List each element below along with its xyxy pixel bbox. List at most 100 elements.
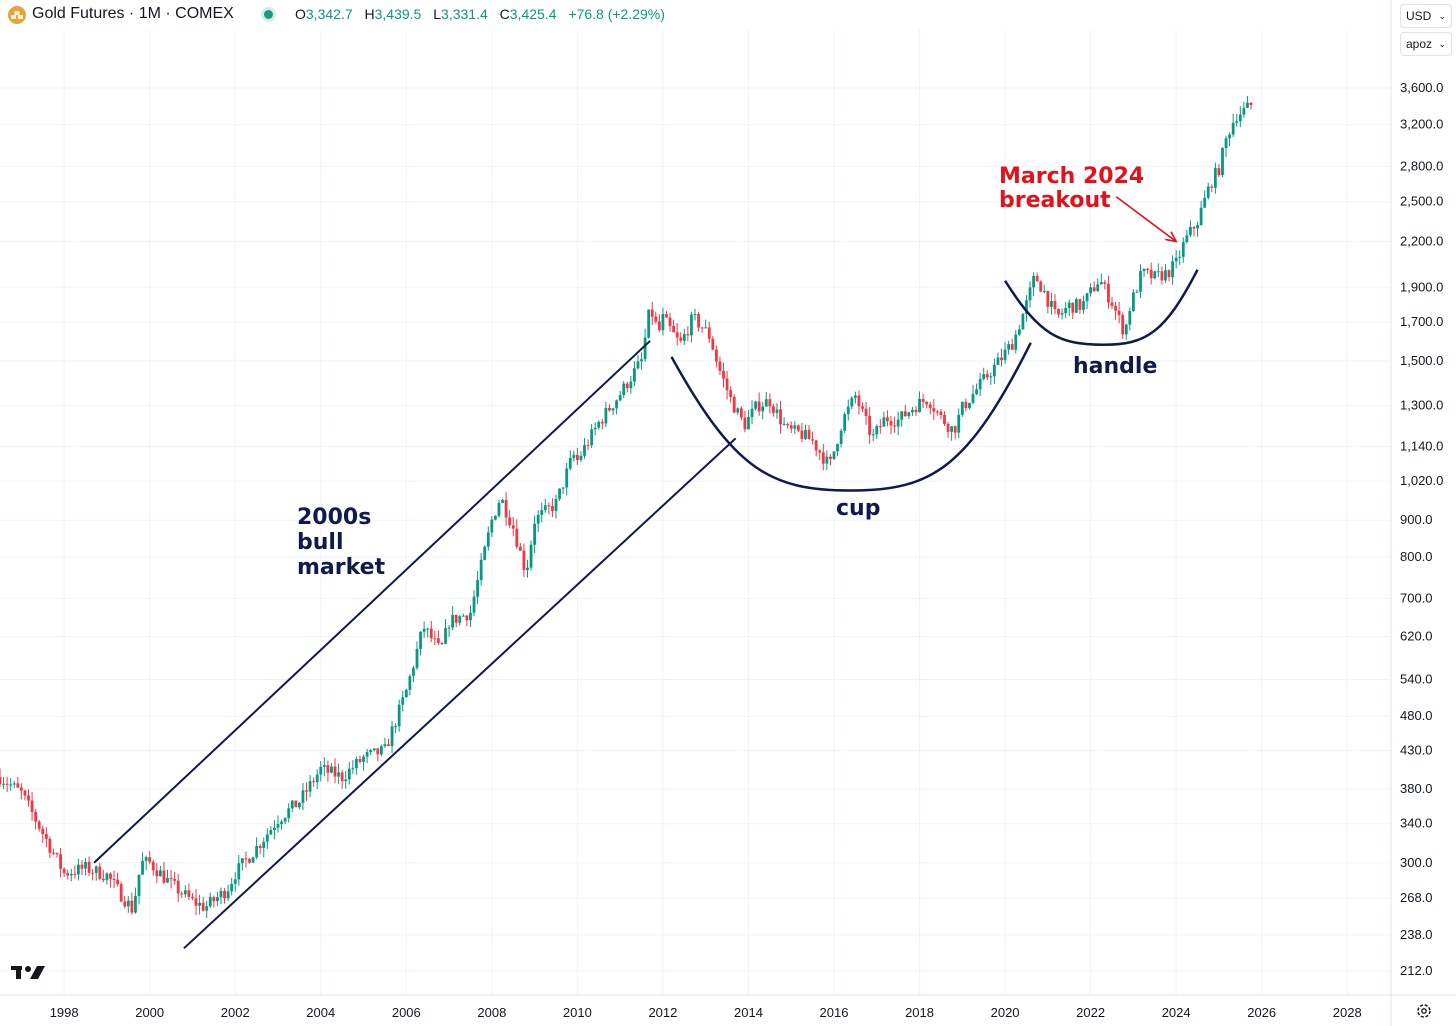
- candle-body: [722, 370, 725, 379]
- candle-body: [134, 895, 137, 913]
- y-tick-label: 1,140.0: [1400, 439, 1443, 454]
- candle-body: [572, 454, 576, 458]
- candle-body: [533, 523, 537, 545]
- candle-body: [1224, 138, 1228, 149]
- candle-body: [1185, 235, 1189, 243]
- channel-lower-trendline[interactable]: [183, 437, 737, 950]
- candle-body: [87, 861, 91, 873]
- handle-arc[interactable]: [1004, 269, 1199, 347]
- candle-body: [390, 726, 394, 747]
- candle-body: [690, 314, 693, 336]
- bull-market-label: 2000s bull market: [297, 505, 386, 580]
- candle-body: [739, 408, 743, 418]
- candle-body: [1007, 344, 1011, 350]
- candle-body: [1181, 242, 1185, 257]
- breakout-arrow[interactable]: [1115, 196, 1177, 243]
- candle-body: [960, 401, 964, 415]
- x-tick-label: 2024: [1162, 1005, 1191, 1020]
- candle-body: [297, 802, 301, 808]
- candle-body: [1010, 344, 1014, 350]
- candle-body: [30, 800, 34, 813]
- candle-body: [1231, 122, 1235, 135]
- y-tick-label: 300.0: [1400, 855, 1433, 870]
- candle-body: [219, 890, 223, 898]
- candle-body: [98, 866, 102, 879]
- candle-body: [1124, 324, 1128, 335]
- candle-body: [433, 638, 437, 640]
- candle-body: [201, 902, 205, 911]
- candle-body: [19, 787, 23, 791]
- candle-body: [615, 400, 618, 409]
- x-tick-label: 2012: [648, 1005, 677, 1020]
- currency-selector[interactable]: USD ⌄: [1400, 4, 1452, 28]
- candle-body: [914, 409, 918, 413]
- y-tick-label: 800.0: [1400, 549, 1433, 564]
- candle-body: [223, 890, 226, 899]
- channel-upper-trendline[interactable]: [93, 340, 651, 864]
- candle-body: [1146, 268, 1150, 270]
- candle-body: [16, 783, 20, 788]
- tradingview-logo[interactable]: [11, 966, 45, 979]
- cup-arc[interactable]: [670, 342, 1032, 492]
- y-tick-label: 2,800.0: [1400, 158, 1443, 173]
- candle-body: [494, 515, 497, 520]
- candle-body: [1131, 292, 1135, 311]
- candle-body: [109, 873, 112, 879]
- candle-body: [1092, 287, 1096, 292]
- candle-body: [52, 852, 55, 854]
- candle-body: [1035, 276, 1039, 282]
- breakout-arrowhead: [1165, 231, 1178, 243]
- candle-body: [155, 870, 159, 877]
- candle-body: [1042, 291, 1046, 293]
- candle-body: [786, 423, 790, 426]
- candle-body: [868, 415, 872, 436]
- candle-body: [889, 421, 893, 426]
- candle-body: [583, 445, 586, 456]
- settings-gear-icon[interactable]: [1417, 1004, 1431, 1018]
- candle-body: [672, 326, 676, 333]
- candle-body: [344, 779, 348, 782]
- candle-body: [1014, 334, 1018, 350]
- candle-body: [27, 795, 30, 801]
- candle-body: [237, 863, 241, 880]
- candle-body: [458, 616, 462, 623]
- candle-body: [540, 510, 544, 515]
- candle-body: [825, 456, 829, 464]
- candle-body: [853, 395, 857, 398]
- price-axis[interactable]: 3,600.0 3,200.0 2,800.0 2,500.0 2,200.0 1,900…: [1390, 0, 1443, 1026]
- candle-body: [725, 378, 729, 391]
- candle-body: [1064, 307, 1068, 314]
- symbol-title[interactable]: Gold Futures · 1M · COMEX: [32, 5, 234, 22]
- candle-body: [729, 390, 733, 397]
- candle-body: [101, 878, 105, 881]
- candle-body: [600, 421, 604, 424]
- y-tick-label: 540.0: [1400, 671, 1433, 686]
- candle-body: [187, 890, 191, 897]
- bull-market-line-1: 2000s: [297, 505, 371, 530]
- candle-body: [1203, 197, 1207, 208]
- candle-body: [793, 425, 797, 429]
- candle-body: [1139, 271, 1142, 292]
- x-tick-label: 2028: [1333, 1005, 1362, 1020]
- ohlc-low: L3,331.4: [433, 6, 488, 22]
- candle-body: [943, 414, 946, 425]
- ohlc-change: +76.8 (+2.29%): [568, 6, 665, 22]
- candle-body: [1217, 168, 1221, 176]
- candle-body: [216, 897, 219, 902]
- chart-header: Gold Futures · 1M · COMEX O3,342.7 H3,43…: [0, 0, 1390, 30]
- unit-selector[interactable]: apoz ⌄: [1400, 32, 1452, 56]
- candle-body: [383, 744, 387, 747]
- candle-body: [946, 424, 950, 432]
- candle-body: [611, 408, 615, 411]
- candle-body: [69, 873, 73, 876]
- candle-body: [711, 338, 715, 350]
- candle-body: [162, 870, 166, 883]
- candle-body: [522, 550, 526, 570]
- candle-body: [547, 505, 551, 507]
- candle-body: [1199, 207, 1203, 225]
- candle-body: [1128, 310, 1132, 325]
- annotations: 2000s bull market cup handle March 2024 …: [93, 164, 1199, 950]
- candle-body: [48, 838, 52, 853]
- time-axis[interactable]: 1998 2000 2002 2004 2006 2008 2010 2012 2014 2016…: [0, 994, 1456, 1020]
